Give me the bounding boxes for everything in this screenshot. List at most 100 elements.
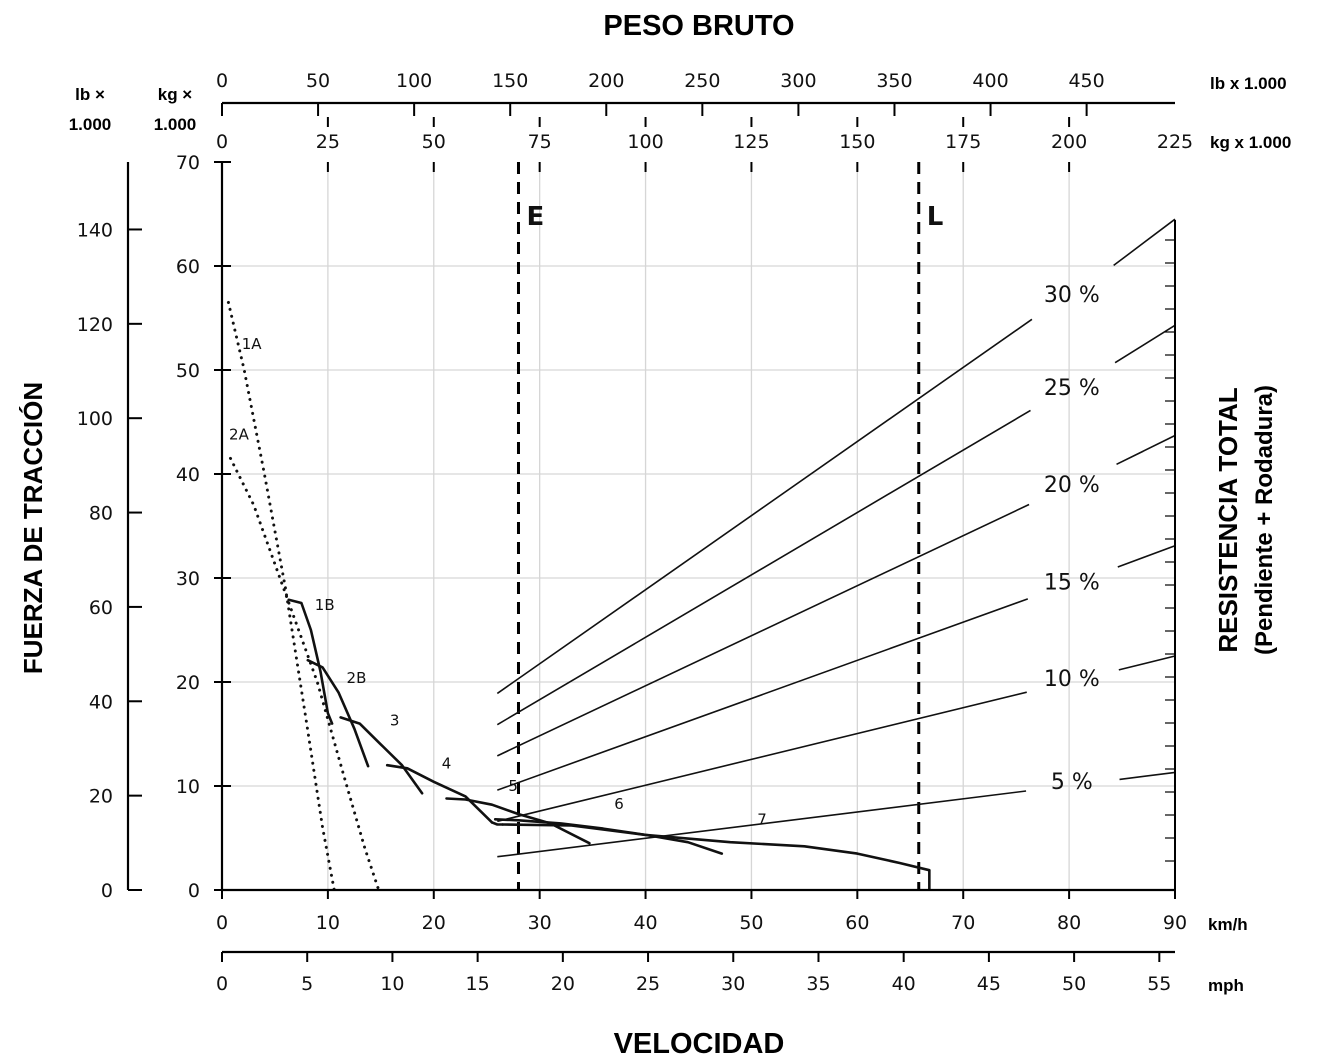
gear-label-2A: 2A [229,426,250,444]
gear-curve-7 [501,823,931,872]
lb-tick-label-140: 140 [77,219,113,241]
kg-tick-label-20: 20 [176,672,200,694]
weight-kg-tick-label-75: 75 [528,131,552,153]
weight-lb-tick-label-100: 100 [396,70,432,92]
weight-kg-tick-label-200: 200 [1051,131,1087,153]
lb-tick-label-80: 80 [89,503,113,525]
kmh-tick-label-20: 20 [422,912,446,934]
kmh-tick-label-90: 90 [1163,912,1187,934]
mph-tick-label-0: 0 [216,973,228,995]
mph-tick-label-5: 5 [301,973,313,995]
kg-tick-label-0: 0 [188,880,200,902]
grade-label-30: 30 % [1044,283,1100,308]
mph-tick-label-20: 20 [551,973,575,995]
gear-label-2B: 2B [347,669,367,687]
kmh-tick-label-40: 40 [633,912,657,934]
weight-kg-tick-label-100: 100 [627,131,663,153]
grade-line-tail-30 [1113,218,1176,267]
gear-curve-3 [339,716,424,795]
kmh-tick-label-80: 80 [1057,912,1081,934]
weight-kg-tick-label-25: 25 [316,131,340,153]
chart-title: PESO BRUTO [603,10,794,42]
weight-lb-tick-label-300: 300 [780,70,816,92]
weight-lb-tick-label-200: 200 [588,70,624,92]
gear-label-6: 6 [614,795,624,813]
lb-tick-label-120: 120 [77,314,113,336]
grade-line-10 [497,691,1027,823]
mph-tick-label-10: 10 [380,973,404,995]
mph-tick-label-15: 15 [466,973,490,995]
gear-curve-1A [226,300,336,892]
gear-curve-2B [306,658,370,768]
kg-tick-label-60: 60 [176,256,200,278]
y-axis-title: FUERZA DE TRACCIÓN [18,382,48,674]
grade-line-20 [496,503,1030,757]
gear-label-5: 5 [508,777,518,795]
mph-tick-label-35: 35 [806,973,830,995]
lb-tick-label-100: 100 [77,408,113,430]
gear-curve-2A [229,456,381,892]
mph-tick-label-50: 50 [1062,973,1086,995]
gear-curve-4 [385,763,494,824]
grade-label-25: 25 % [1044,376,1100,401]
mph-tick-label-45: 45 [977,973,1001,995]
kmh-tick-label-0: 0 [216,912,228,934]
weight-lb-tick-label-350: 350 [876,70,912,92]
kmh-unit: km/h [1208,915,1248,934]
kg-tick-label-70: 70 [176,152,200,174]
kg-tick-label-40: 40 [176,464,200,486]
gear-label-1A: 1A [242,335,263,353]
grade-line-tail-15 [1117,545,1176,568]
marker-label-L: L [927,202,944,232]
mph-tick-label-25: 25 [636,973,660,995]
weight-kg-tick-label-0: 0 [216,131,228,153]
grade-label-15: 15 % [1044,570,1100,595]
mph-tick-label-40: 40 [892,973,916,995]
grade-label-20: 20 % [1044,473,1100,498]
lb-tick-label-60: 60 [89,597,113,619]
grade-line-25 [496,409,1031,726]
grid [222,162,1175,890]
weight-lb-tick-label-50: 50 [306,70,330,92]
gear-label-1B: 1B [315,596,335,614]
gear-curve-1B [287,598,334,725]
gear-label-7: 7 [757,810,767,828]
speed-curves: 1A 2A 1B 2B 3 4 5 6 7 [226,300,931,892]
grade-line-tail-10 [1118,655,1176,671]
lb-tick-label-20: 20 [89,786,113,808]
weight-lb-tick-label-400: 400 [972,70,1008,92]
weight-lb-tick-label-150: 150 [492,70,528,92]
weight-lb-tick-label-0: 0 [216,70,228,92]
weight-kg-tick-label-150: 150 [839,131,875,153]
gear-label-4: 4 [442,754,452,772]
lb-tick-label-40: 40 [89,691,113,713]
plot-frame [220,162,1176,892]
kg-unit-label-1: kg × [158,85,193,104]
lb-unit-label-1: lb × [75,85,105,104]
grade-line-30 [496,318,1033,695]
weight-lb-tick-label-450: 450 [1068,70,1104,92]
weight-kg-unit: kg x 1.000 [1210,133,1291,152]
kg-tick-label-50: 50 [176,360,200,382]
weight-kg-tick-label-50: 50 [422,131,446,153]
weight-kg-tick-label-175: 175 [945,131,981,153]
mph-tick-label-55: 55 [1147,973,1171,995]
right-axis-subtitle: (Pendiente + Rodadura) [1251,385,1278,655]
weight-kg-tick-label-225: 225 [1157,131,1193,153]
grade-lines: 30 % 25 % 20 % 15 % 10 % 5 % [496,218,1176,858]
gear-label-3: 3 [390,712,400,730]
kmh-tick-label-60: 60 [845,912,869,934]
kg-tick-label-30: 30 [176,568,200,590]
weight-lb-unit: lb x 1.000 [1210,74,1287,93]
grade-label-5: 5 % [1051,770,1093,795]
kmh-tick-label-50: 50 [739,912,763,934]
lb-tick-label-0: 0 [101,880,113,902]
mph-unit: mph [1208,976,1244,995]
gear-curve-connector-9 [490,821,504,826]
weight-kg-tick-label-125: 125 [733,131,769,153]
right-axis-title: RESISTENCIA TOTAL [1213,387,1243,652]
kmh-tick-label-70: 70 [951,912,975,934]
kg-unit-label-2: 1.000 [154,115,197,134]
mph-tick-label-30: 30 [721,973,745,995]
